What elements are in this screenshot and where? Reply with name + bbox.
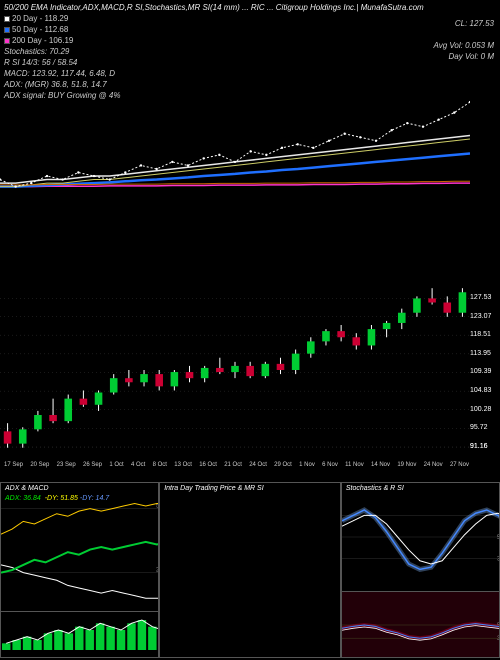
svg-text:50: 50 — [156, 504, 158, 510]
header-info: 50/200 EMA Indicator,ADX,MACD,R SI,Stoch… — [0, 0, 500, 103]
svg-text:30: 30 — [497, 636, 499, 642]
header-right: CL: 127.53 Avg Vol: 0.053 M Day Vol: 0 M — [434, 4, 494, 62]
ema50-line: 50 Day - 112.68 — [4, 24, 496, 35]
rsi-line: R SI 14/3: 56 / 58.54 — [4, 57, 496, 68]
panel2-title: Intra Day Trading Price & MR SI — [164, 485, 263, 492]
rsi-sub: 3050 — [342, 591, 499, 657]
intraday-panel: Intra Day Trading Price & MR SI — [159, 482, 341, 658]
macd-sub — [1, 611, 158, 657]
title-line: 50/200 EMA Indicator,ADX,MACD,R SI,Stoch… — [4, 2, 496, 13]
ema20-line: 20 Day - 118.29 — [4, 13, 496, 24]
stoch-line: Stochastics: 70.29 — [4, 46, 496, 57]
svg-text:30: 30 — [497, 557, 499, 563]
ema200-line: 200 Day - 106.19 — [4, 35, 496, 46]
stoch-rsi-panel: Stochastics & R SI 305070 3050 — [341, 482, 500, 658]
candle-chart — [0, 280, 470, 460]
ema-chart — [0, 95, 470, 250]
panel1-title: ADX & MACD — [5, 485, 49, 492]
cl-value: CL: 127.53 — [434, 18, 494, 29]
adx-macd-panel: ADX & MACD ADX: 36.84 -DY: 51.85 -DY: 14… — [0, 482, 159, 658]
avg-vol: Avg Vol: 0.053 M — [434, 40, 494, 51]
day-vol: Day Vol: 0 M — [434, 51, 494, 62]
svg-text:50: 50 — [497, 535, 499, 541]
bottom-panels: ADX & MACD ADX: 36.84 -DY: 51.85 -DY: 14… — [0, 482, 500, 658]
date-axis: 17 Sep20 Sep23 Sep26 Sep1 Oct4 Oct8 Oct1… — [4, 462, 469, 468]
panel3-title: Stochastics & R SI — [346, 485, 404, 492]
svg-text:25: 25 — [156, 568, 158, 574]
macd-line: MACD: 123.92, 117.44, 6.48, D — [4, 68, 496, 79]
adx-line: ADX: (MGR) 36.8, 51.8, 14.7 — [4, 79, 496, 90]
